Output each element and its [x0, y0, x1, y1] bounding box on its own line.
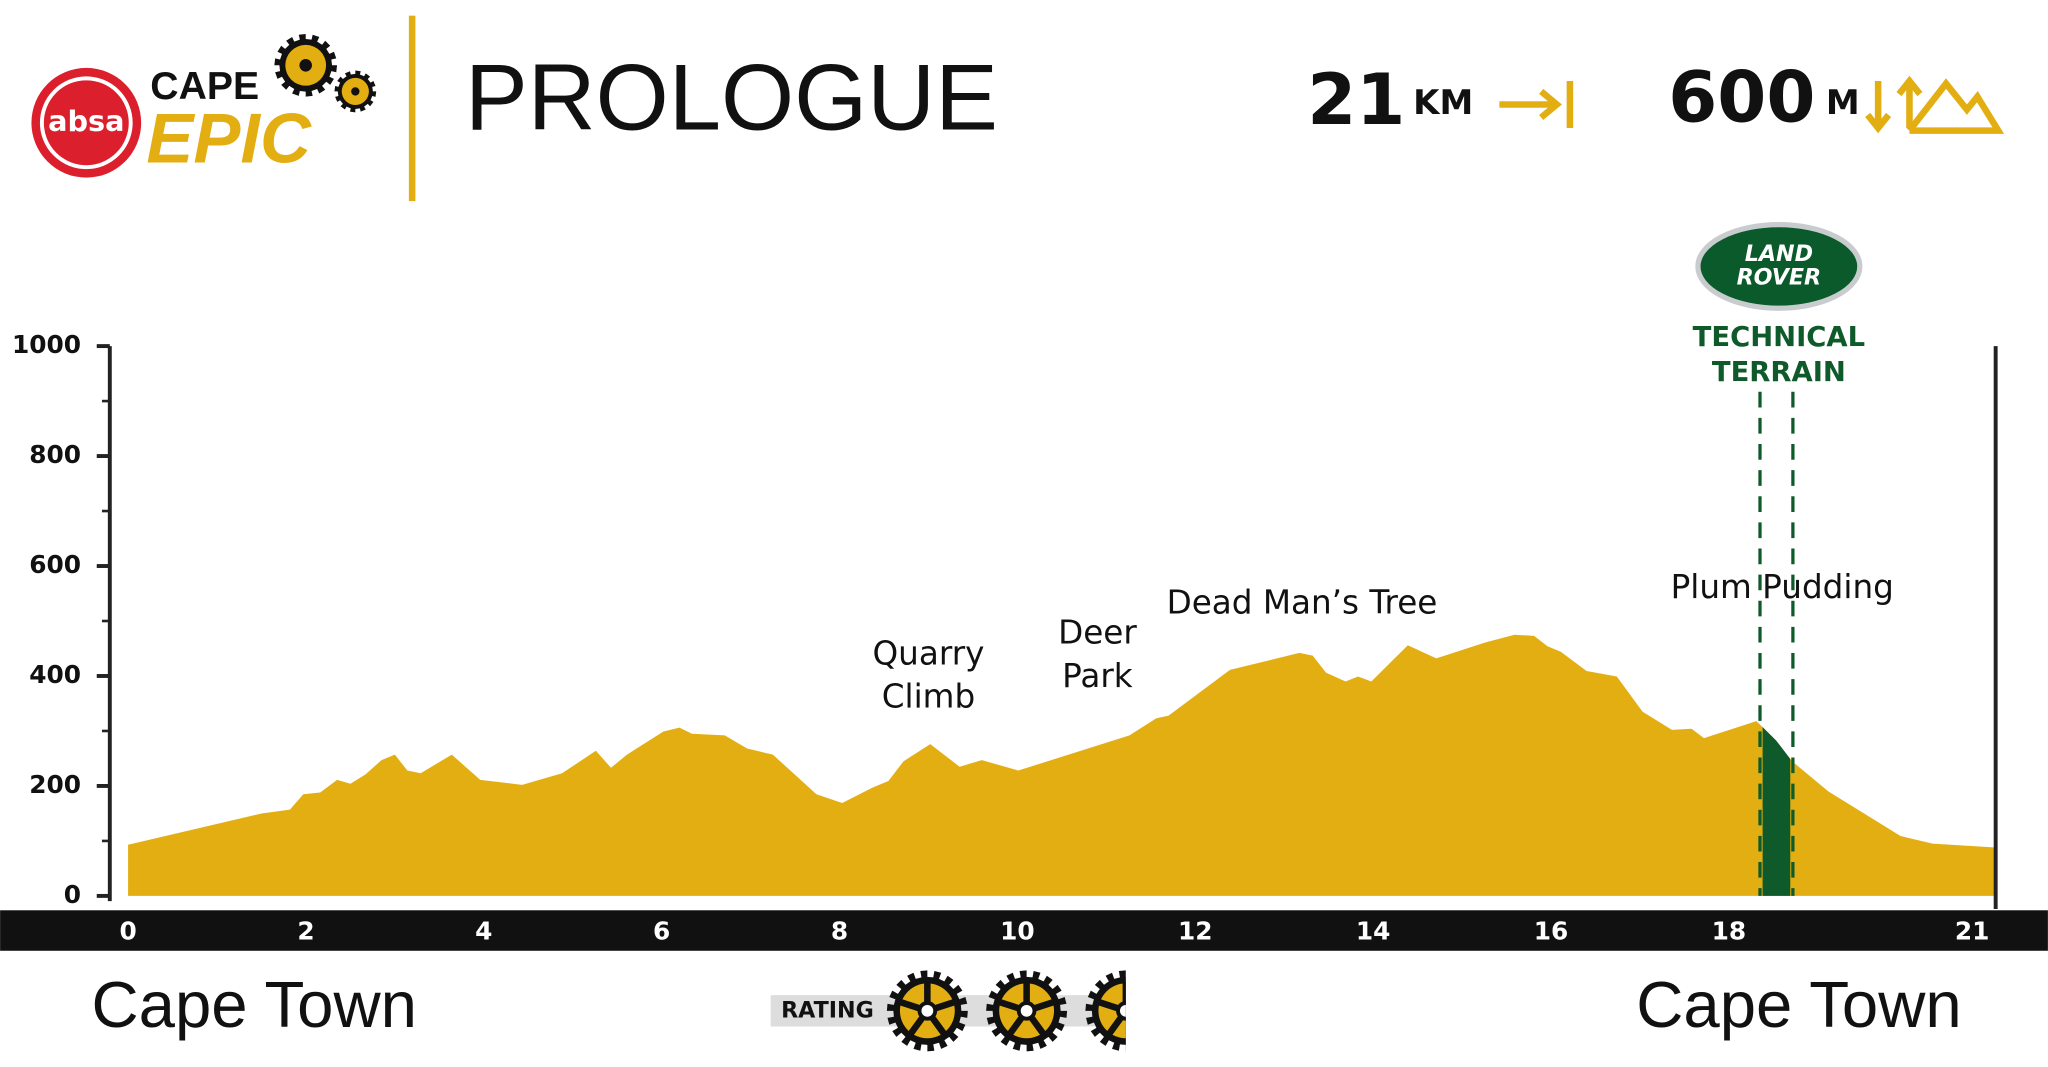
sponsor: absa [48, 104, 124, 138]
logo-gear-hub [351, 87, 360, 96]
annotation: Quarry [873, 635, 985, 673]
highlight-label: TERRAIN [1712, 357, 1846, 388]
y-tick-label: 0 [64, 880, 81, 909]
distance-value: 21 [1307, 59, 1405, 141]
highlight-label: TECHNICAL [1693, 322, 1865, 353]
x-tick-label: 8 [831, 916, 848, 945]
technical-section [1762, 727, 1791, 896]
x-tick-label: 18 [1712, 916, 1747, 945]
x-tick-label: 10 [1000, 916, 1035, 945]
sponsor-text: LAND [1745, 241, 1813, 267]
climbing-unit: M [1826, 83, 1860, 123]
logo: absa CAPE EPIC [31, 65, 312, 178]
rating-label: RATING [781, 997, 874, 1023]
y-tick-label: 200 [29, 770, 81, 799]
gear-hub [1116, 1001, 1126, 1021]
x-tick-label: 21 [1955, 916, 1990, 945]
absa-ring [39, 76, 133, 170]
gear-spoke [1123, 1010, 1126, 1017]
sponsor-text: ROVER [1737, 265, 1822, 291]
gear-hub [1016, 1001, 1037, 1021]
distance-icon [1499, 80, 1574, 128]
absa-badge [31, 67, 142, 178]
rating-gear [886, 970, 968, 1052]
brand-line2: EPIC [146, 98, 312, 177]
rating-gear [1085, 970, 1126, 1051]
x-tick-label: 16 [1534, 916, 1569, 945]
x-tick-label: 4 [475, 916, 492, 945]
annotation: Deer [1058, 614, 1137, 652]
y-tick-label: 1000 [12, 330, 81, 359]
gear-hub [917, 1001, 938, 1021]
finish-location: Cape Town [1636, 968, 1961, 1041]
brand-line1: CAPE [150, 65, 259, 108]
x-tick-label: 2 [297, 916, 314, 945]
distance-unit: KM [1413, 83, 1473, 123]
gear-spoke [1124, 1007, 1126, 1011]
title: PROLOGUE [465, 44, 998, 149]
climbing-icon [1865, 75, 2005, 134]
y-tick-label: 800 [29, 440, 81, 469]
elevation-area [128, 634, 1996, 896]
climbing-value: 600 [1668, 56, 1815, 138]
start-location: Cape Town [92, 968, 417, 1041]
y-tick-label: 400 [29, 660, 81, 689]
annotation: Climb [882, 678, 975, 716]
annotation: Dead Man’s Tree [1167, 584, 1438, 622]
x-tick-label: 14 [1356, 916, 1391, 945]
x-tick-label: 12 [1178, 916, 1213, 945]
x-tick-label: 0 [119, 916, 136, 945]
annotation: Park [1062, 657, 1133, 695]
divider [408, 15, 416, 202]
y-tick-label: 600 [29, 550, 81, 579]
annotation: Plum Pudding [1671, 568, 1894, 606]
logo-gear-hub [299, 59, 312, 72]
x-tick-label: 6 [653, 916, 670, 945]
rating-gear [986, 970, 1068, 1052]
x-axis-bar [0, 910, 2048, 951]
land-rover-badge [1695, 222, 1863, 311]
